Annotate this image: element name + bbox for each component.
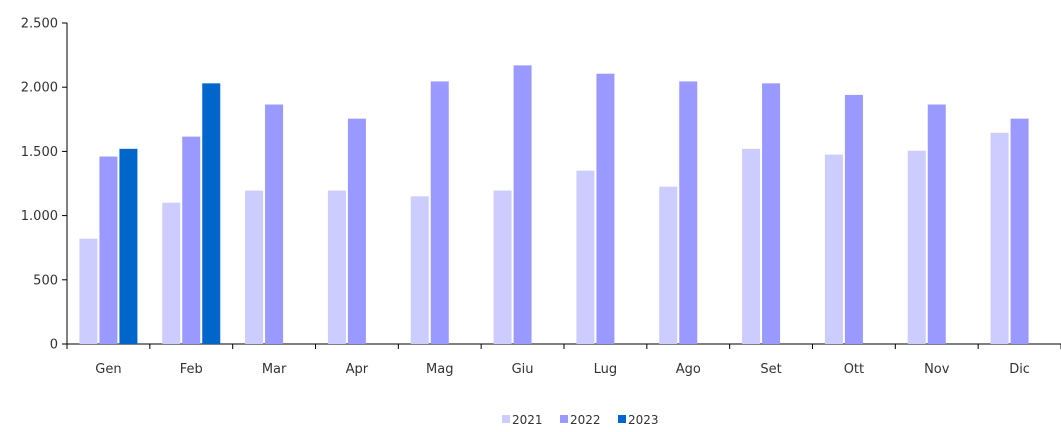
legend-swatch-2021 <box>502 415 510 423</box>
bar-2022-mag <box>430 81 449 344</box>
y-tick-label: 500 <box>33 273 58 288</box>
y-tick-label: 2.500 <box>21 17 58 32</box>
legend-swatch-2022 <box>560 415 568 423</box>
bar-2021-gen <box>79 238 98 344</box>
bar-2022-lug <box>596 73 615 344</box>
x-tick-label: Ago <box>676 362 701 377</box>
bar-2022-giu <box>513 65 532 344</box>
bar-2022-ago <box>679 81 698 344</box>
y-tick-label: 0 <box>50 338 58 353</box>
y-tick-label: 1.000 <box>21 209 58 224</box>
x-tick-label: Feb <box>180 362 203 377</box>
x-tick-label: Nov <box>924 362 950 377</box>
x-tick-label: Giu <box>512 362 534 377</box>
x-tick-label: Mag <box>426 362 453 377</box>
bar-2022-dic <box>1010 118 1029 345</box>
x-tick-label: Dic <box>1009 362 1030 377</box>
bar-2021-set <box>742 148 761 344</box>
y-axis: 0 500 1.000 1.500 2.000 2.500 <box>21 17 68 353</box>
legend-label-2023: 2023 <box>628 413 659 427</box>
bar-2022-nov <box>927 104 946 344</box>
bar-2021-dic <box>990 132 1009 344</box>
bar-2021-apr <box>327 190 346 344</box>
x-tick-label: Gen <box>95 362 121 377</box>
bar-2021-feb <box>162 202 181 344</box>
bar-2023-feb <box>202 83 221 345</box>
x-tick-label: Mar <box>262 362 287 377</box>
bar-2022-feb <box>182 136 201 344</box>
y-tick-label: 2.000 <box>21 81 58 96</box>
bar-2021-mag <box>410 196 429 344</box>
bar-2022-apr <box>347 118 366 345</box>
x-axis: Gen Feb Mar Apr Mag Giu Lug Ago Set Ott Nov Dic <box>66 343 1061 377</box>
bars <box>79 65 1029 345</box>
x-tick-label: Apr <box>346 362 369 377</box>
x-tick-label: Set <box>760 362 781 377</box>
legend-label-2022: 2022 <box>570 413 601 427</box>
bar-2021-nov <box>907 150 926 344</box>
bar-2022-ott <box>844 94 863 345</box>
legend-swatch-2023 <box>618 415 626 423</box>
bar-2022-gen <box>99 156 118 344</box>
y-tick-label: 1.500 <box>21 145 58 160</box>
bar-2021-ago <box>659 186 678 344</box>
bar-2022-mar <box>265 104 284 344</box>
x-tick-label: Ott <box>844 362 864 377</box>
bar-2021-ott <box>824 154 843 344</box>
bar-2021-lug <box>576 170 595 344</box>
bar-2021-mar <box>245 190 264 344</box>
bar-2021-giu <box>493 190 512 344</box>
legend: 2021 2022 2023 <box>502 413 659 427</box>
bar-2023-gen <box>119 148 138 344</box>
x-tick-label: Lug <box>594 362 618 377</box>
legend-label-2021: 2021 <box>512 413 543 427</box>
bar-2022-set <box>762 83 781 345</box>
